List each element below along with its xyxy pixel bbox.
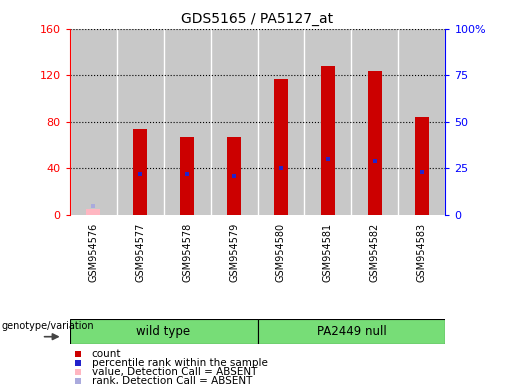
Bar [321,66,335,215]
Bar [70,319,258,344]
Text: percentile rank within the sample: percentile rank within the sample [92,358,267,368]
Bar [399,29,445,215]
Bar [87,209,99,215]
Bar [180,137,194,215]
Bar [116,29,164,215]
Text: genotype/variation: genotype/variation [2,321,94,331]
Bar [70,29,116,215]
Bar [228,137,241,215]
Bar [133,129,147,215]
Title: GDS5165 / PA5127_at: GDS5165 / PA5127_at [181,12,334,26]
Bar [258,29,304,215]
Bar [211,29,258,215]
Text: value, Detection Call = ABSENT: value, Detection Call = ABSENT [92,367,257,377]
Text: PA2449 null: PA2449 null [317,325,386,338]
Bar [416,117,428,215]
Bar [164,29,211,215]
Bar [274,79,287,215]
Bar [352,29,399,215]
Text: count: count [92,349,121,359]
Text: rank, Detection Call = ABSENT: rank, Detection Call = ABSENT [92,376,252,384]
Bar [304,29,352,215]
Bar [368,71,382,215]
Bar [258,319,445,344]
Text: wild type: wild type [136,325,191,338]
